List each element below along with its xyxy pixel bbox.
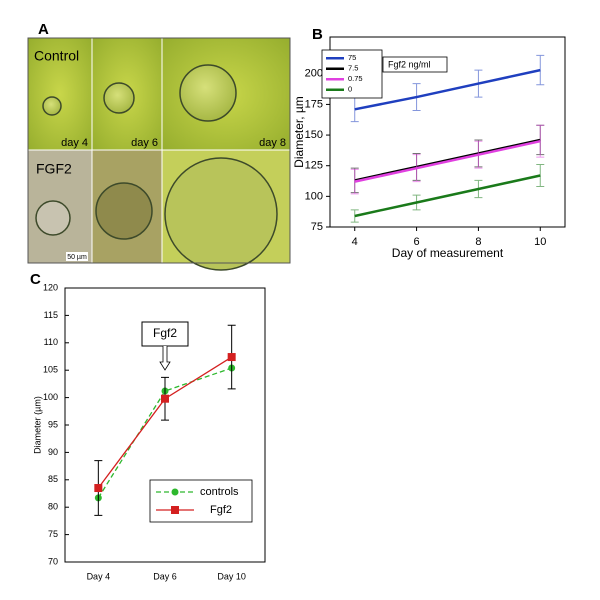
- legend-marker: [171, 506, 179, 514]
- day-label: day 6: [131, 137, 158, 149]
- y-tick-label: 125: [305, 160, 323, 172]
- panel-label: B: [312, 26, 323, 43]
- marker: [227, 353, 236, 362]
- spheroid: [95, 182, 153, 240]
- micrograph: [28, 38, 92, 150]
- y-tick-label: 120: [43, 282, 58, 292]
- y-tick-label: 105: [43, 365, 58, 375]
- y-axis-title: Diameter (µm): [32, 396, 42, 454]
- legend-label: Fgf2: [210, 504, 232, 516]
- y-tick-label: 100: [305, 190, 323, 202]
- panel-label: A: [38, 21, 49, 38]
- y-tick-label: 100: [43, 392, 58, 402]
- marker: [94, 484, 103, 493]
- scale-bar-label: 50 µm: [67, 254, 87, 261]
- x-tick-label: 6: [414, 236, 420, 248]
- legend-box: [149, 479, 253, 523]
- x-tick-label: 8: [475, 236, 481, 248]
- legend-label: 0.75: [348, 74, 363, 83]
- day-label: day 8: [259, 137, 286, 149]
- y-tick-label: 75: [311, 221, 323, 233]
- x-tick-label: 4: [352, 236, 358, 248]
- legend-label: 7.5: [348, 64, 358, 73]
- x-tick-label: 10: [534, 236, 546, 248]
- legend-label: 75: [348, 53, 356, 62]
- y-axis-title: Diameter, µm: [292, 96, 306, 168]
- x-axis-title: Day of measurement: [392, 246, 504, 260]
- legend-title-box: [382, 56, 448, 73]
- series-line: [97, 367, 232, 499]
- legend-label: 0: [348, 85, 352, 94]
- y-tick-label: 70: [48, 556, 58, 566]
- y-tick-label: 85: [48, 474, 58, 484]
- y-tick-label: 75: [48, 529, 58, 539]
- annotation-box: [141, 321, 189, 347]
- row-label: FGF2: [36, 161, 72, 177]
- y-tick-label: 95: [48, 419, 58, 429]
- y-tick-label: 110: [44, 337, 58, 347]
- series-line: [354, 139, 541, 183]
- y-tick-label: 150: [305, 129, 323, 141]
- panel-label: C: [30, 271, 41, 288]
- y-tick-label: 80: [48, 502, 58, 512]
- x-tick-label: Day 4: [87, 571, 111, 581]
- panel-a: A Control FGF2 day 4 day 6 day 8 50 µm: [27, 21, 291, 271]
- spheroid: [42, 96, 62, 116]
- series-line: [354, 174, 541, 218]
- series-line: [354, 68, 541, 111]
- x-tick-label: Day 6: [153, 571, 177, 581]
- y-tick-label: 200: [305, 68, 323, 80]
- y-tick-label: 90: [48, 447, 58, 457]
- day-label: day 4: [61, 137, 88, 149]
- frame: [27, 37, 291, 264]
- spheroid: [35, 200, 71, 236]
- row-label: Control: [34, 48, 79, 64]
- plot-frame: [329, 36, 566, 228]
- spheroid: [103, 82, 135, 114]
- spheroid: [179, 64, 237, 122]
- legend-label: controls: [200, 486, 239, 498]
- marker: [161, 394, 169, 403]
- legend-marker: [171, 488, 179, 496]
- legend-title: Fgf2 ng/ml: [388, 59, 431, 69]
- scale-bar: [66, 252, 88, 261]
- annotation-arrow: [159, 346, 171, 371]
- series-line: [97, 356, 233, 489]
- y-tick-label: 175: [305, 98, 323, 110]
- y-tick-label: 115: [44, 310, 58, 320]
- annotation: Fgf2: [153, 326, 177, 340]
- x-tick-label: Day 10: [217, 571, 246, 581]
- spheroid: [164, 157, 278, 271]
